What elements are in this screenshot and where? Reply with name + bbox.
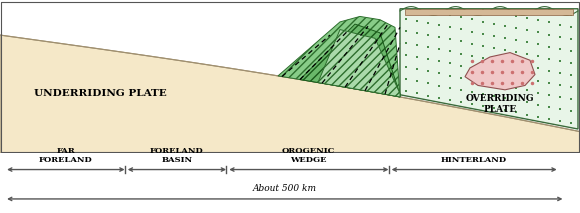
Polygon shape [465,53,535,90]
Text: FORELAND
BASIN: FORELAND BASIN [150,147,204,164]
Text: UNDERRIDING PLATE: UNDERRIDING PLATE [34,89,166,98]
Text: OROGENIC
WEDGE: OROGENIC WEDGE [282,147,335,164]
Polygon shape [0,35,580,153]
Polygon shape [300,24,400,97]
Polygon shape [318,30,400,97]
Text: HINTERLAND: HINTERLAND [441,156,507,164]
Text: About 500 km: About 500 km [252,184,316,193]
Polygon shape [278,16,400,97]
Text: OVERRIDING
PLATE: OVERRIDING PLATE [466,94,534,114]
Text: FAR
FORELAND: FAR FORELAND [39,147,92,164]
Polygon shape [400,9,578,129]
Polygon shape [405,9,573,15]
